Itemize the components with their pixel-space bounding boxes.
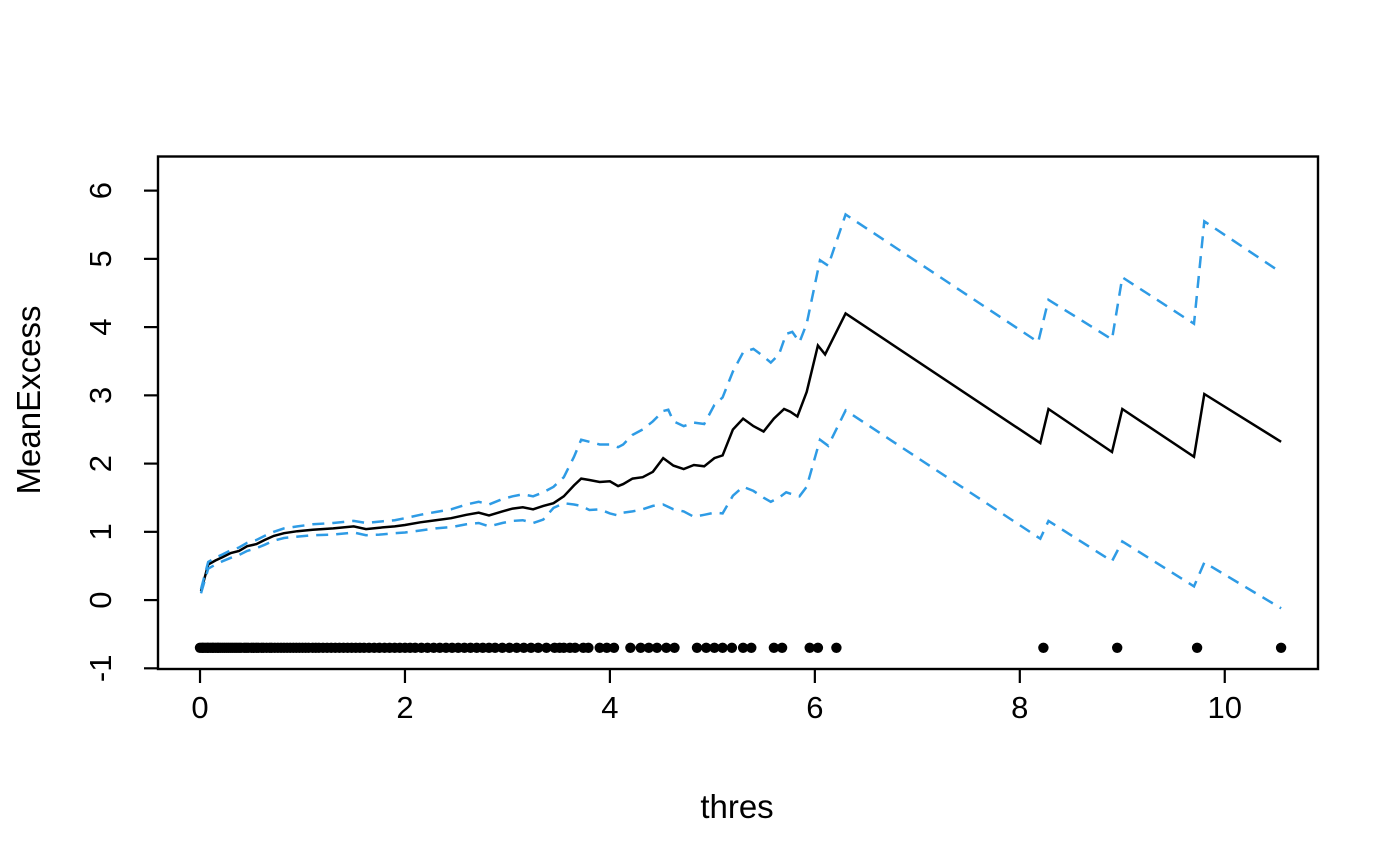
rug-dot	[776, 642, 788, 653]
y-axis-tick-label: 3	[83, 387, 118, 404]
x-axis-tick-label: 4	[601, 690, 618, 725]
rug-dot	[709, 642, 720, 653]
y-axis-tick-label: 4	[83, 318, 118, 335]
x-axis-tick-label: 8	[1011, 690, 1028, 725]
y-axis-tick-label: 0	[83, 591, 118, 608]
rug-dot	[737, 642, 749, 653]
rug-dot	[625, 642, 636, 653]
rug-dot	[541, 642, 552, 653]
rug-dot	[691, 642, 703, 653]
rug-dot	[518, 642, 529, 653]
y-axis-tick-label: 5	[83, 250, 118, 267]
rug-dot	[525, 642, 537, 653]
rug-dot	[533, 642, 544, 653]
upper-confidence-line	[199, 212, 1282, 590]
x-axis-tick-label: 6	[806, 690, 823, 725]
rug-dot	[583, 642, 594, 653]
rug-dot	[726, 642, 738, 653]
rug-dot	[1275, 642, 1287, 653]
rug-dot	[661, 642, 672, 653]
rug-dot	[768, 642, 780, 653]
y-axis-tick-label: -1	[83, 655, 118, 683]
y-axis-tick-label: 2	[83, 455, 118, 472]
lower-confidence-line	[199, 408, 1282, 610]
plot-frame-layer	[156, 155, 1320, 671]
rug-dot	[1112, 642, 1123, 653]
y-axis-tick-label: 6	[83, 182, 118, 199]
x-axis-tick-label: 2	[396, 690, 413, 725]
rug-dot	[635, 642, 646, 653]
rug-dot	[497, 642, 508, 653]
plot-border	[156, 155, 1320, 671]
rug-dot	[569, 642, 581, 653]
rug-dot	[746, 642, 757, 653]
x-axis-title: thres	[700, 788, 773, 825]
mean-excess-line	[199, 311, 1282, 592]
rug-dot	[601, 642, 612, 653]
series-layer	[199, 212, 1282, 610]
rug-dot	[701, 642, 712, 653]
y-axis-title: MeanExcess	[10, 306, 47, 495]
rug-layer	[194, 642, 1287, 653]
rug-dot	[1038, 642, 1049, 653]
rug-dot	[831, 642, 842, 653]
rug-dot	[651, 642, 663, 653]
rug-dot	[489, 642, 501, 653]
axis-layer: 0 2 4 6 8 10 -1 0 1 2 3 4 5 6	[83, 182, 1242, 725]
rug-dot	[812, 642, 824, 653]
rug-dot	[608, 642, 620, 653]
rug-dot	[717, 642, 728, 653]
x-axis-tick-label: 0	[191, 690, 208, 725]
x-axis-tick-label: 10	[1208, 690, 1242, 725]
rug-dot	[1191, 642, 1203, 653]
rug-dot	[504, 642, 515, 653]
rug-dot	[804, 642, 815, 653]
y-axis-tick-label: 1	[83, 523, 118, 540]
rug-dot	[643, 642, 654, 653]
rug-dot	[669, 642, 680, 653]
